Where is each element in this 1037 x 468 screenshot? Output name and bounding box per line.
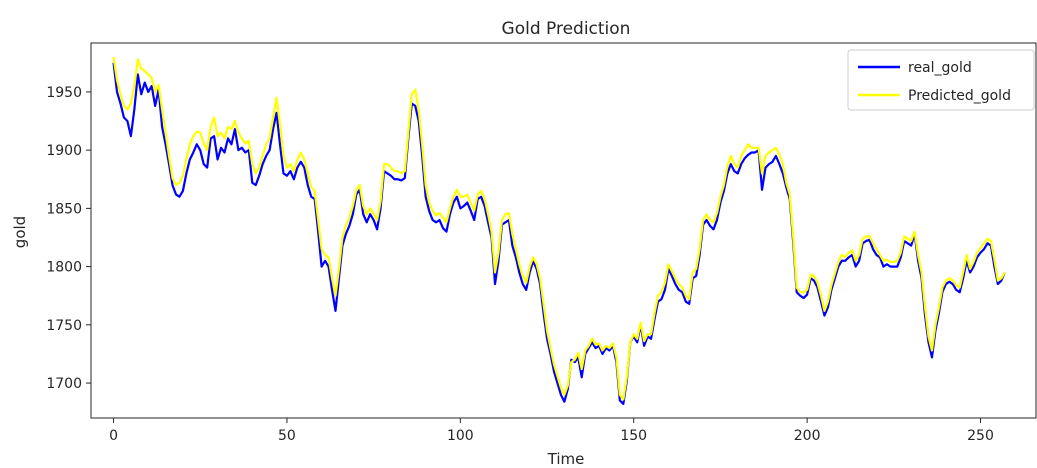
x-tick-label: 200 — [794, 428, 821, 444]
series-line-predicted-gold — [112, 56, 1006, 401]
x-tick-label: 100 — [447, 428, 474, 444]
x-tick-label: 50 — [278, 428, 296, 444]
plot-frame — [90, 42, 1037, 419]
x-tick-label: 150 — [620, 428, 647, 444]
x-tick-label: 0 — [109, 428, 118, 444]
chart-title: Gold Prediction — [502, 19, 631, 39]
y-tick-label: 1800 — [46, 260, 82, 276]
legend-label-predicted-gold: Predicted_gold — [908, 88, 1011, 104]
y-tick-label: 1750 — [46, 318, 82, 334]
x-axis: 0 50 100 150 200 250 — [109, 418, 994, 444]
plot-area — [112, 56, 1006, 406]
legend: real_gold Predicted_gold — [847, 49, 1035, 111]
y-tick-label: 1700 — [46, 376, 82, 392]
series-line-real-gold — [112, 62, 1006, 406]
y-tick-label: 1950 — [46, 85, 82, 101]
y-axis-label: gold — [11, 216, 29, 248]
legend-label-real-gold: real_gold — [908, 60, 972, 76]
y-tick-label: 1850 — [46, 201, 82, 217]
x-tick-label: 250 — [967, 428, 994, 444]
y-tick-label: 1900 — [46, 143, 82, 159]
y-axis: 1700 1750 1800 1850 1900 1950 — [46, 85, 91, 392]
x-axis-label: Time — [547, 450, 585, 468]
